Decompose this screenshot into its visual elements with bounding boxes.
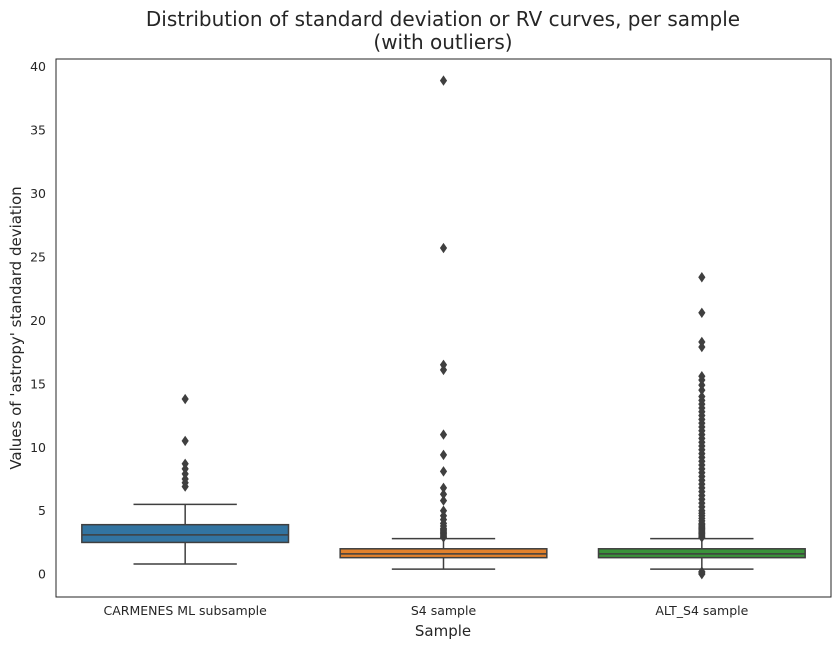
y-tick-label: 30 (30, 186, 46, 201)
y-tick-label: 5 (38, 503, 46, 518)
chart-title-line1: Distribution of standard deviation or RV… (146, 7, 740, 31)
y-axis-label: Values of 'astropy' standard deviation (7, 186, 25, 469)
y-tick-label: 15 (30, 376, 46, 391)
chart-title-line2: (with outliers) (373, 30, 512, 54)
outlier-point (439, 242, 448, 254)
outlier-point (698, 391, 706, 402)
outlier-point (439, 466, 448, 477)
outlier-point (181, 458, 189, 469)
y-tick-label: 25 (30, 249, 46, 264)
y-tick-label: 20 (30, 313, 46, 328)
x-tick-label: ALT_S4 sample (655, 603, 748, 618)
outlier-point (439, 75, 448, 86)
outlier-point (439, 495, 448, 506)
box (81, 523, 290, 544)
outlier-point (181, 435, 189, 447)
outlier-point (181, 393, 189, 405)
outlier-point (439, 505, 448, 516)
y-tick-label: 35 (30, 123, 46, 138)
outlier-point (439, 482, 448, 494)
x-tick-label: CARMENES ML subsample (103, 603, 267, 618)
y-tick-label: 10 (30, 440, 46, 455)
x-tick-label: S4 sample (411, 603, 477, 618)
outlier-point (439, 359, 448, 370)
outlier-point (698, 371, 706, 382)
plot-frame (55, 58, 832, 598)
outlier-point (698, 307, 706, 318)
y-tick-label: 40 (30, 59, 46, 74)
y-tick-label: 0 (38, 567, 46, 582)
outlier-point (698, 336, 706, 348)
outlier-point (439, 449, 448, 461)
plot-area (81, 75, 806, 580)
x-axis-label: Sample (415, 622, 471, 640)
outlier-point (439, 489, 448, 500)
outlier-point (439, 429, 448, 440)
outlier-point (698, 566, 706, 577)
outlier-point (698, 272, 706, 283)
